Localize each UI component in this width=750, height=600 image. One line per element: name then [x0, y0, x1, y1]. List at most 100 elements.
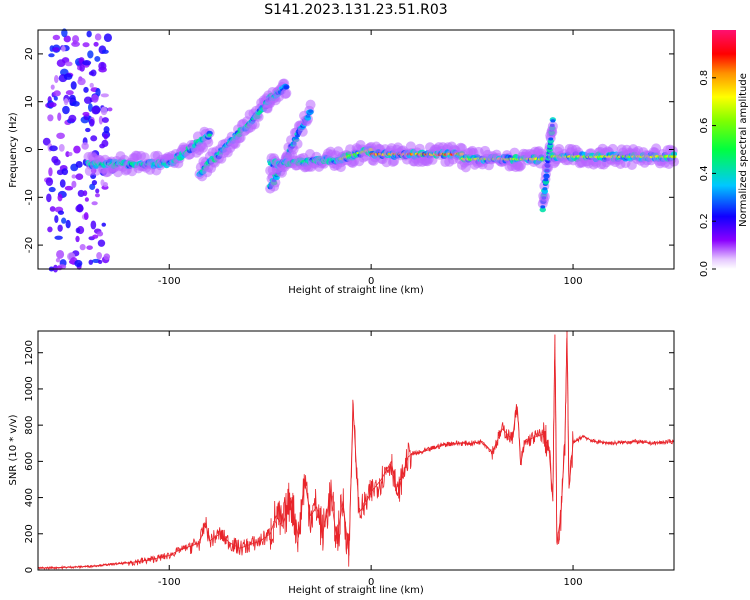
y-tick-label: 10: [24, 95, 35, 108]
snr-data-segment: [566, 330, 570, 489]
heatmap-cell: [50, 84, 55, 90]
heatmap-cell: [98, 61, 107, 71]
snr-data-segment: [560, 439, 566, 516]
heatmap-cell: [91, 201, 98, 206]
heatmap-cell: [57, 210, 65, 215]
snr-data-segment: [199, 522, 206, 543]
snr-data-segment: [564, 330, 568, 440]
heatmap-cell: [54, 215, 59, 223]
heatmap-cell: [94, 56, 101, 62]
snr-frame: [37, 330, 675, 571]
heatmap-cell: [47, 226, 53, 233]
snr-data-segment: [491, 428, 503, 453]
heatmap-cell: [101, 139, 109, 148]
colorbar-tick-label: 0.8: [699, 70, 710, 86]
heatmap-cell: [86, 245, 93, 250]
snr-data-segment: [298, 479, 305, 538]
heatmap-cell: [550, 119, 556, 123]
heatmap-cell: [107, 107, 113, 112]
snr-data-segment: [148, 555, 170, 561]
heatmap-cell: [95, 188, 100, 194]
y-tick-label: 200: [24, 524, 35, 543]
heatmap-feature: [83, 150, 175, 178]
snr-data-segment: [548, 446, 554, 502]
x-tick-label: 0: [368, 577, 374, 588]
heatmap-cell: [57, 193, 63, 202]
heatmap-cell: [98, 115, 103, 125]
heatmap-cell: [56, 249, 65, 259]
snr-data-segment: [380, 461, 392, 480]
snr-data-segment: [653, 441, 675, 444]
heatmap-cell: [91, 180, 98, 186]
heatmap-cell: [64, 61, 73, 67]
heatmap-cell: [54, 75, 59, 84]
y-tick-label: -10: [24, 189, 35, 205]
snr-data-segment: [582, 435, 594, 442]
heatmap-cell: [56, 265, 63, 271]
heatmap-cell: [49, 145, 58, 152]
snr-data-segment: [502, 428, 513, 440]
heatmap-cell: [103, 181, 108, 188]
heatmap-cell: [53, 90, 61, 97]
heatmap-feature: [164, 126, 215, 169]
snr-data-segment: [358, 504, 366, 513]
heatmap-cell: [48, 102, 57, 108]
heatmap-cell: [542, 187, 548, 191]
x-tick-label: -100: [158, 577, 181, 588]
snr-data-segment: [364, 491, 372, 505]
y-tick-label: 1200: [24, 340, 35, 365]
heatmap-cell: [77, 189, 85, 198]
heatmap-cell: [57, 112, 62, 122]
y-tick-label: 20: [24, 48, 35, 61]
snr-data-segment: [421, 448, 432, 453]
heatmap-cell: [89, 82, 94, 88]
snr-data-segment: [633, 441, 654, 444]
heatmap-feature: [457, 145, 548, 173]
snr-data-segment: [310, 506, 317, 516]
heatmap-cell: [93, 41, 99, 47]
heatmap-cell: [42, 137, 51, 146]
heatmap-cell: [85, 127, 91, 133]
heatmap-cell: [540, 205, 546, 209]
heatmap-cell: [82, 190, 88, 197]
heatmap-cell: [253, 111, 264, 122]
snr-x-axis-label: Height of straight line (km): [288, 585, 424, 596]
heatmap-cell: [56, 132, 65, 139]
heatmap-cell: [61, 217, 67, 224]
heatmap-cell: [607, 143, 618, 154]
heatmap-cell: [292, 138, 303, 149]
heatmap-cell: [45, 177, 54, 186]
y-tick-label: 0: [24, 146, 35, 152]
heatmap-cell: [61, 45, 66, 52]
heatmap-cell: [94, 193, 100, 198]
snr-data-segment: [336, 501, 344, 542]
heatmap-feature: [42, 28, 117, 273]
heatmap-cell: [70, 81, 77, 90]
heatmap-cell: [539, 207, 546, 213]
heatmap-cell: [305, 99, 316, 110]
snr-x-ticks: -100 0 100: [158, 331, 583, 588]
snr-data-segment: [411, 451, 422, 455]
snr-data-segment: [524, 437, 533, 444]
heatmap-cell: [103, 133, 108, 140]
snr-data-segment: [229, 542, 241, 549]
heatmap-cell: [203, 137, 214, 148]
snr-data-segment: [316, 506, 324, 534]
heatmap-cell: [82, 42, 90, 48]
snr-data-segment: [390, 461, 398, 496]
colorbar-tick-label: 0.2: [699, 213, 710, 229]
snr-data-segment: [441, 442, 452, 446]
snr-plot-area: [38, 331, 674, 570]
snr-data-segment: [572, 435, 584, 444]
snr-data-segment: [352, 407, 360, 513]
heatmap-cell: [52, 47, 60, 52]
snr-data-segment: [219, 533, 231, 544]
heatmap-cell: [72, 100, 80, 107]
y-tick-label: 800: [24, 416, 35, 435]
y-tick-label: 400: [24, 488, 35, 507]
heatmap-cell: [54, 235, 63, 240]
heatmap-cell: [81, 142, 89, 150]
snr-panel: -100 0 100 0 200 400 600 800 1000 1200 Height of…: [8, 330, 675, 596]
snr-data-segment: [370, 479, 382, 493]
